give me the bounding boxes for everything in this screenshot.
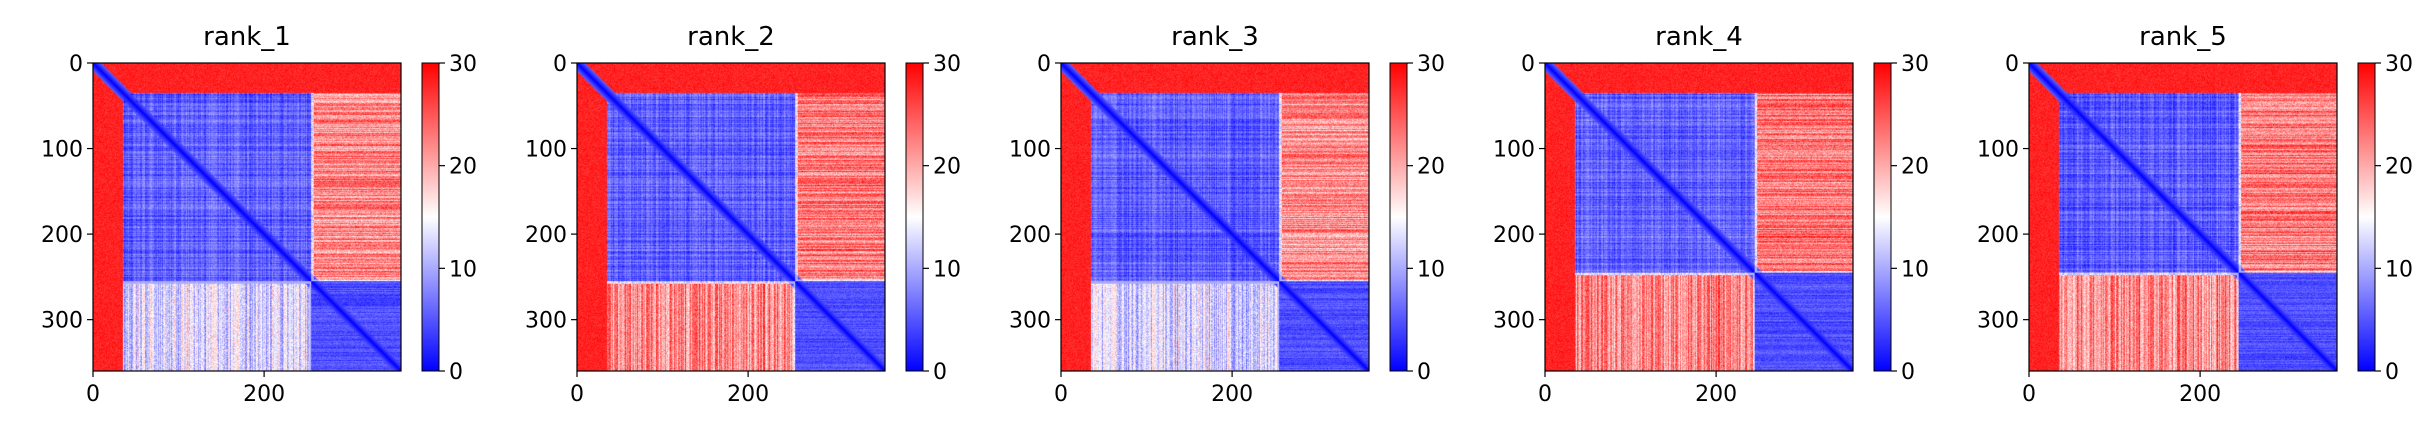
colorbar-tick-label: 30 <box>449 52 477 77</box>
colorbar-tick-label: 0 <box>449 360 463 385</box>
panel-title: rank_3 <box>1171 22 1259 52</box>
colorbar-tick-label: 30 <box>933 52 961 77</box>
y-tick-label: 0 <box>2005 52 2019 77</box>
colorbar-tick-label: 0 <box>933 360 947 385</box>
colorbar-tick-label: 20 <box>1417 155 1445 180</box>
y-tick-label: 300 <box>41 309 83 334</box>
colorbar-tick-label: 10 <box>933 257 961 282</box>
plot-frame <box>1060 62 1370 372</box>
colorbar-tick-label: 10 <box>1417 257 1445 282</box>
x-tick-label: 0 <box>1054 382 1068 407</box>
y-tick-label: 300 <box>1009 309 1051 334</box>
plot-frame <box>92 62 402 372</box>
heatmap-image <box>577 63 885 371</box>
x-tick-label: 200 <box>727 382 769 407</box>
colorbar-tick-label: 0 <box>2385 360 2399 385</box>
colorbar-tick-label: 20 <box>1901 155 1929 180</box>
x-tick-label: 200 <box>1695 382 1737 407</box>
panel-title: rank_5 <box>2139 22 2227 52</box>
colorbar-tick-label: 30 <box>2385 52 2413 77</box>
x-tick-label: 0 <box>86 382 100 407</box>
y-tick-label: 0 <box>1521 52 1535 77</box>
y-tick-label: 200 <box>1977 223 2019 248</box>
y-tick-label: 100 <box>1493 138 1535 163</box>
plot-frame <box>2028 62 2338 372</box>
colorbar-tick-label: 30 <box>1901 52 1929 77</box>
y-tick-label: 200 <box>525 223 567 248</box>
colorbar-tick-label: 10 <box>449 257 477 282</box>
x-tick-label: 0 <box>1538 382 1552 407</box>
y-tick-label: 100 <box>1009 138 1051 163</box>
y-tick-label: 100 <box>525 138 567 163</box>
y-tick-label: 100 <box>41 138 83 163</box>
y-tick-label: 0 <box>1037 52 1051 77</box>
x-tick-label: 0 <box>570 382 584 407</box>
x-tick-label: 200 <box>243 382 285 407</box>
y-tick-label: 300 <box>1493 309 1535 334</box>
heatmap-panel-5: rank_5 0 100 200 300 0 200 0 10 20 30 <box>1977 22 2413 407</box>
colorbar-tick-label: 10 <box>2385 257 2413 282</box>
colorbar-tick-label: 10 <box>1901 257 1929 282</box>
y-tick-label: 0 <box>69 52 83 77</box>
heatmap-panel-3: rank_3 0 100 200 300 0 200 0 10 20 30 <box>1009 22 1445 407</box>
panel-title: rank_4 <box>1655 22 1743 52</box>
y-tick-label: 0 <box>553 52 567 77</box>
heatmap-panel-2: rank_2 0 100 200 300 0 200 0 10 20 30 <box>525 22 961 407</box>
panel-title: rank_2 <box>687 22 775 52</box>
colorbar <box>421 62 440 372</box>
heatmap-image <box>93 63 401 371</box>
colorbar-tick-label: 20 <box>2385 155 2413 180</box>
colorbar <box>905 62 924 372</box>
y-tick-label: 300 <box>1977 309 2019 334</box>
y-tick-label: 300 <box>525 309 567 334</box>
heatmap-panel-1: rank_1 0 100 200 300 0 200 0 10 20 30 <box>41 22 477 407</box>
y-tick-label: 200 <box>1493 223 1535 248</box>
y-tick-label: 100 <box>1977 138 2019 163</box>
heatmap-image <box>2029 63 2337 371</box>
x-tick-label: 200 <box>1211 382 1253 407</box>
colorbar-tick-label: 20 <box>449 155 477 180</box>
panel-title: rank_1 <box>203 22 291 52</box>
heatmap-image <box>1545 63 1853 371</box>
colorbar-tick-label: 30 <box>1417 52 1445 77</box>
colorbar-tick-label: 20 <box>933 155 961 180</box>
colorbar <box>1389 62 1408 372</box>
heatmap-panel-4: rank_4 0 100 200 300 0 200 0 10 20 30 <box>1493 22 1929 407</box>
y-tick-label: 200 <box>1009 223 1051 248</box>
colorbar-tick-label: 0 <box>1901 360 1915 385</box>
heatmap-image <box>1061 63 1369 371</box>
x-tick-label: 200 <box>2179 382 2221 407</box>
colorbar-tick-label: 0 <box>1417 360 1431 385</box>
plot-frame <box>1544 62 1854 372</box>
plot-frame <box>576 62 886 372</box>
x-tick-label: 0 <box>2022 382 2036 407</box>
colorbar <box>2357 62 2376 372</box>
y-tick-label: 200 <box>41 223 83 248</box>
colorbar <box>1873 62 1892 372</box>
